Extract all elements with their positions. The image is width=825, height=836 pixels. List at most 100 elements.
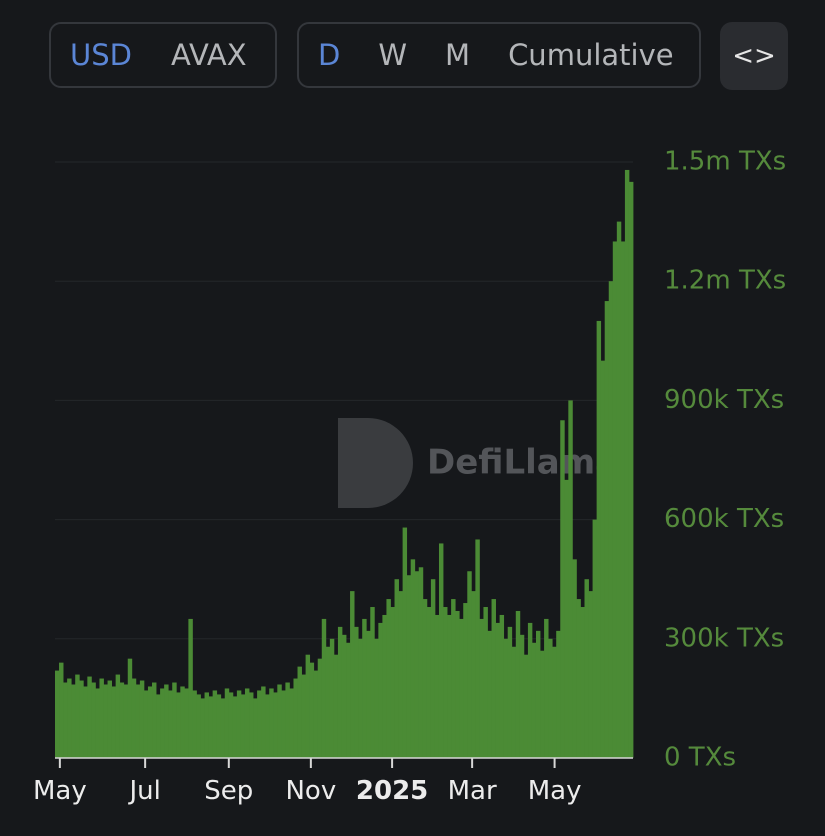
bar — [99, 678, 104, 758]
bar — [143, 690, 149, 758]
bar — [107, 680, 112, 758]
embed-button[interactable]: <> — [720, 22, 788, 90]
x-tick-label: Nov — [285, 776, 336, 806]
bar — [257, 690, 262, 758]
bar — [180, 686, 185, 758]
bar — [463, 603, 468, 758]
bar — [317, 658, 323, 758]
bar — [172, 682, 177, 758]
bar — [394, 579, 399, 758]
bar — [232, 696, 238, 758]
bar — [572, 559, 577, 758]
bar — [386, 599, 391, 758]
bar — [580, 607, 585, 758]
bar — [519, 634, 525, 758]
currency-button[interactable]: USD — [70, 38, 132, 72]
bar — [544, 618, 549, 758]
bar — [59, 662, 64, 758]
bar — [293, 678, 298, 758]
x-tick-label: Mar — [448, 776, 497, 806]
bar — [188, 618, 193, 758]
bar — [309, 662, 315, 758]
x-tick-label: 2025 — [356, 776, 428, 806]
bar — [402, 527, 408, 758]
bar — [390, 607, 395, 758]
watermark: DefiLlama — [338, 418, 618, 508]
bar — [475, 539, 480, 758]
bar — [289, 688, 294, 758]
bar — [329, 638, 335, 758]
y-tick-label: 1.2m TXs — [664, 266, 786, 296]
bar — [370, 607, 375, 758]
bar — [333, 654, 339, 758]
bar — [398, 591, 404, 758]
bar — [139, 680, 145, 758]
bar — [156, 694, 161, 758]
bar — [200, 698, 205, 758]
bar — [362, 618, 367, 758]
bar — [378, 622, 383, 758]
period-button[interactable]: W — [378, 38, 408, 72]
bar — [152, 682, 157, 758]
bar — [604, 301, 610, 758]
bar — [277, 684, 282, 758]
bar — [491, 599, 496, 758]
bar — [358, 638, 363, 758]
bar — [115, 674, 121, 758]
bar — [244, 688, 250, 758]
bar — [147, 686, 153, 758]
bar — [55, 670, 60, 758]
bar — [612, 241, 618, 758]
bar — [269, 688, 274, 758]
y-tick-label: 1.5m TXs — [664, 147, 786, 177]
bar — [220, 698, 226, 758]
y-tick-label: 600k TXs — [664, 504, 784, 534]
x-tick-label: May — [528, 776, 582, 806]
bar — [346, 642, 351, 758]
period-button[interactable]: Cumulative — [508, 38, 674, 72]
bar — [204, 692, 209, 758]
watermark-text: DefiLlama — [427, 443, 618, 483]
bar — [430, 579, 436, 758]
bar — [184, 688, 189, 758]
bar — [119, 682, 125, 758]
bar — [160, 688, 165, 758]
bar — [111, 686, 117, 758]
bar — [479, 618, 484, 758]
bar — [164, 684, 169, 758]
bar — [455, 610, 460, 758]
bar — [249, 692, 254, 758]
bar — [471, 591, 476, 758]
bar — [366, 630, 371, 758]
period-toggle: D W M Cumulative — [297, 22, 701, 88]
bar — [568, 400, 573, 758]
bar — [305, 654, 311, 758]
currency-button[interactable]: AVAX — [170, 38, 247, 72]
bar — [71, 684, 76, 758]
period-button[interactable]: M — [445, 38, 471, 72]
bar — [459, 618, 464, 758]
bar — [337, 626, 343, 758]
bar — [410, 559, 416, 758]
bar — [75, 674, 80, 758]
bar — [297, 666, 302, 758]
bar — [608, 281, 614, 758]
bar — [127, 658, 133, 758]
bar — [196, 694, 201, 758]
bar — [131, 678, 137, 758]
bar — [265, 694, 270, 758]
bar — [600, 360, 606, 758]
bar — [515, 610, 521, 758]
y-tick-label: 300k TXs — [664, 623, 784, 653]
bar — [422, 599, 428, 758]
bar — [552, 646, 557, 758]
bar — [95, 688, 100, 758]
bar — [281, 690, 286, 758]
bar — [495, 622, 501, 758]
period-button[interactable]: D — [318, 38, 341, 72]
bar — [540, 650, 545, 758]
y-tick-label: 0 TXs — [664, 743, 736, 773]
bar — [285, 682, 290, 758]
bar — [596, 320, 602, 758]
